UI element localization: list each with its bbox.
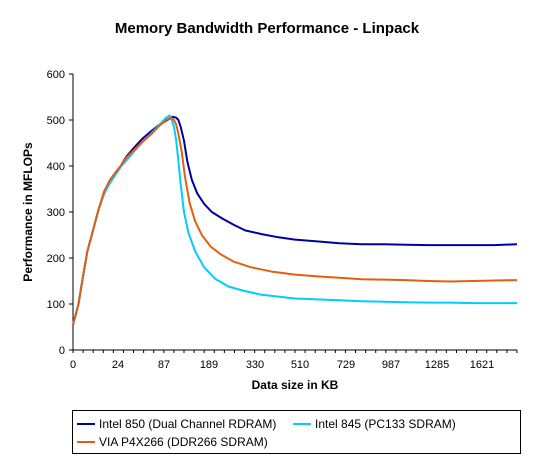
legend-swatch (293, 423, 311, 425)
legend-swatch (77, 423, 95, 425)
legend-item-intel-850: Intel 850 (Dual Channel RDRAM) (77, 417, 276, 431)
legend-label: VIA P4X266 (DDR266 SDRAM) (99, 435, 268, 449)
legend: Intel 850 (Dual Channel RDRAM) Intel 845… (72, 410, 521, 454)
x-tick-label: 330 (246, 359, 264, 371)
series-line-2 (72, 116, 518, 325)
y-tick-label: 500 (47, 115, 65, 127)
series-line-0 (72, 115, 518, 325)
x-tick-label: 729 (337, 359, 355, 371)
x-tick-label: 510 (291, 359, 309, 371)
y-tick-label: 600 (47, 69, 65, 81)
axes: 0 100 200 300 400 500 600 0 24 87 189 330 510 729 987 1… (47, 69, 518, 371)
x-axis-title: Data size in KB (252, 378, 339, 392)
legend-swatch (77, 441, 95, 443)
chart-title: Memory Bandwidth Performance - Linpack (114, 20, 420, 37)
legend-item-via-p4x266: VIA P4X266 (DDR266 SDRAM) (77, 435, 268, 449)
y-tick-label: 300 (47, 207, 65, 219)
series-layer (72, 114, 518, 325)
legend-label: Intel 850 (Dual Channel RDRAM) (99, 417, 277, 431)
x-tick-label: 87 (158, 359, 170, 371)
y-tick-label: 200 (47, 253, 65, 265)
x-tick-label: 0 (70, 359, 76, 371)
legend-label: Intel 845 (PC133 SDRAM) (315, 417, 456, 431)
x-tick-label: 1285 (425, 359, 449, 371)
y-tick-label: 0 (59, 345, 65, 357)
y-axis-title: Performance in MFLOPs (21, 142, 35, 282)
x-tick-label: 24 (112, 359, 124, 371)
x-tick-label: 1621 (470, 359, 494, 371)
legend-item-intel-845: Intel 845 (PC133 SDRAM) (293, 417, 456, 431)
x-tick-label: 987 (382, 359, 400, 371)
y-tick-label: 100 (47, 299, 65, 311)
series-line-1 (72, 114, 517, 325)
x-tick-label: 189 (200, 359, 218, 371)
y-tick-label: 400 (47, 161, 65, 173)
